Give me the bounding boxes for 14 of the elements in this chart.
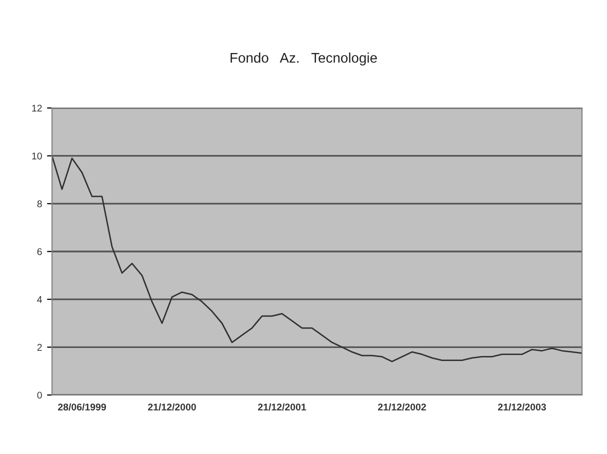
y-tick-label: 6 <box>37 248 42 256</box>
x-tick-label: 21/12/2001 <box>258 403 306 411</box>
x-tick-label: 28/06/1999 <box>58 403 106 411</box>
chart-title: Fondo Az. Tecnologie <box>230 52 377 66</box>
y-tick-label: 4 <box>37 296 42 303</box>
x-tick-label: 21/12/2002 <box>378 403 426 411</box>
y-tick-label: 12 <box>32 104 42 112</box>
y-tick-label: 10 <box>32 152 42 160</box>
y-tick-label: 2 <box>37 344 42 351</box>
y-tick-label: 8 <box>37 200 42 208</box>
x-tick-label: 21/12/2000 <box>148 403 196 411</box>
x-tick-label: 21/12/2003 <box>498 403 546 411</box>
y-tick-label: 0 <box>37 392 42 399</box>
line-series <box>52 155 582 362</box>
